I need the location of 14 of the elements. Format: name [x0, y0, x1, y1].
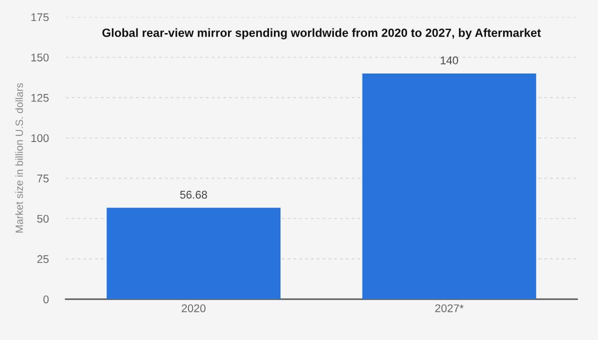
y-tick-label: 25: [37, 255, 49, 264]
data-label: 56.68: [180, 190, 208, 199]
y-axis-title: Market size in billion U.S. dollars: [15, 83, 23, 232]
y-tick-label: 150: [31, 54, 49, 62]
y-tick-label: 0: [43, 295, 49, 304]
y-tick-label: 125: [31, 94, 49, 102]
x-tick-label: 2027*: [435, 304, 464, 312]
y-tick-label: 100: [31, 134, 49, 142]
data-label: 140: [440, 56, 458, 64]
y-tick-label: 75: [37, 174, 49, 182]
y-tick-label: 175: [31, 13, 49, 22]
x-tick-label: 2020: [182, 304, 206, 312]
y-tick-label: 50: [37, 214, 49, 223]
text: Global rear-view mirror spending worldwide from 2020 to 2027, by Aftermarket: [102, 28, 541, 40]
